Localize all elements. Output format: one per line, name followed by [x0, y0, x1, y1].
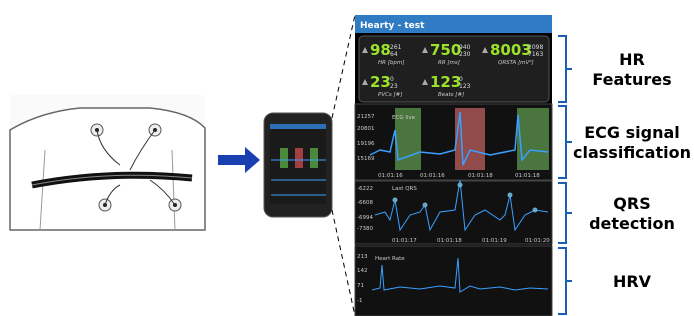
annotation: QRS — [613, 194, 650, 213]
arrow — [218, 147, 260, 173]
feature-min: 123 — [459, 83, 471, 90]
y-label: 21257 — [357, 114, 375, 120]
feature-max: 2098 — [528, 44, 543, 51]
annotation: detection — [589, 214, 675, 233]
annotation: Features — [592, 70, 671, 89]
brackets — [558, 36, 572, 314]
app-title: Hearty - test — [360, 21, 425, 31]
y-label: 71 — [357, 283, 364, 289]
time-label: 01:01:18 — [437, 238, 462, 244]
y-label: 15169 — [357, 156, 375, 162]
feature-value: 8003 — [490, 41, 532, 59]
time-label: 01:01:18 — [515, 173, 540, 179]
y-label: -6222 — [357, 186, 373, 192]
feature-min: 64 — [390, 51, 398, 58]
time-label: 01:01:19 — [482, 238, 507, 244]
y-label: 142 — [357, 268, 368, 274]
feature-max: 261 — [390, 44, 402, 51]
y-label: -1 — [357, 298, 362, 304]
feature-min: 230 — [459, 51, 471, 58]
time-label: 01:01:17 — [392, 238, 417, 244]
feature-label: QRSTA [mV²] — [498, 59, 534, 66]
feature-max: 940 — [459, 44, 471, 51]
panel-label: Heart Rate — [375, 256, 405, 262]
annotation: classification — [573, 143, 691, 162]
y-label: 19196 — [357, 141, 375, 147]
panel-label: Last QRS — [392, 186, 417, 192]
feature-min: 23 — [390, 83, 398, 90]
figure: Hearty - test 9826164HR [bpm]750940230RR… — [0, 0, 694, 316]
time-label: 01:01:18 — [468, 173, 493, 179]
feature-label: PVCs [#] — [378, 92, 402, 98]
y-label: -7380 — [357, 226, 373, 232]
y-label: -6608 — [357, 200, 373, 206]
annotation: ECG signal — [584, 123, 680, 142]
y-label: 213 — [357, 254, 368, 260]
phone — [264, 113, 332, 217]
feature-value: 98 — [370, 41, 391, 59]
feature-min: 7163 — [528, 51, 543, 58]
time-label: 01:01:16 — [420, 173, 445, 179]
feature-max: 0 — [390, 76, 394, 83]
time-label: 01:01:20 — [525, 238, 550, 244]
feature-max: 0 — [459, 76, 463, 83]
time-label: 01:01:16 — [378, 173, 403, 179]
feature-value: 123 — [430, 73, 461, 91]
annotation: HRV — [613, 272, 652, 291]
panel-label: ECG live — [392, 115, 416, 121]
y-label: -6994 — [357, 215, 373, 221]
feature-value: 750 — [430, 41, 461, 59]
feature-label: RR [ms] — [438, 60, 460, 66]
annotation: HR — [619, 50, 645, 69]
feature-label: Beats [#] — [438, 92, 464, 98]
chest-photo — [10, 95, 205, 230]
feature-value: 23 — [370, 73, 391, 91]
zoom-lines — [332, 15, 355, 316]
y-label: 20801 — [357, 126, 375, 132]
feature-label: HR [bpm] — [378, 60, 404, 66]
